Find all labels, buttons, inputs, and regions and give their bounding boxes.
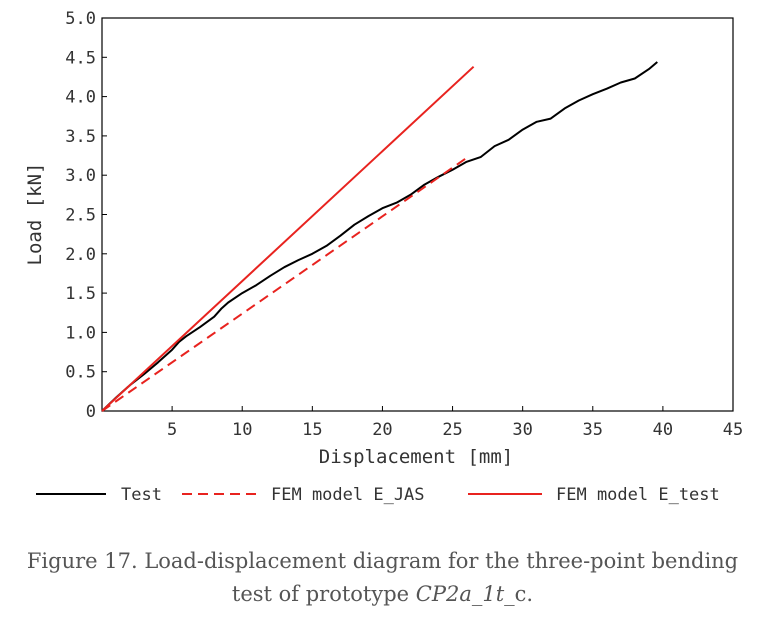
x-tick-label: 10	[232, 420, 252, 440]
caption-line-2: test of prototype CP2a_1t_c.	[0, 578, 765, 611]
y-tick-label: 1.0	[65, 323, 96, 343]
y-tick-label: 0.5	[65, 363, 96, 383]
x-tick-label: 35	[583, 420, 603, 440]
x-tick-label: 40	[653, 420, 673, 440]
x-tick-label: 15	[302, 420, 322, 440]
caption-line-1: Figure 17. Load-displacement diagram for…	[26, 549, 739, 573]
figure-caption: Figure 17. Load-displacement diagram for…	[0, 545, 765, 611]
caption-line-2-prefix: test of prototype	[231, 582, 416, 606]
caption-line-2-suffix: _c.	[504, 582, 534, 606]
y-tick-label: 4.5	[65, 48, 96, 68]
legend: Test FEM model E_JAS FEM model E_test	[36, 485, 720, 505]
y-tick-label: 2.0	[65, 245, 96, 265]
caption-line-2-italic: CP2a_1t	[415, 582, 505, 606]
legend-label-2: FEM model E_JAS	[271, 485, 425, 505]
y-tick-label: 2.5	[65, 206, 96, 226]
legend-label-1: Test	[121, 485, 162, 505]
x-tick-label: 25	[442, 420, 462, 440]
y-axis-label: Load [kN]	[24, 163, 46, 266]
x-axis-label: Displacement [mm]	[319, 446, 513, 468]
x-tick-label: 20	[372, 420, 392, 440]
y-tick-label: 3.0	[65, 166, 96, 186]
load-displacement-chart: 5 10 15 20 25 30 35 40 45 0 0.5 1.0 1.5 2.0 2.5 3.0 3.5 4…	[24, 9, 743, 505]
x-tick-label: 5	[167, 420, 177, 440]
x-tick-label: 45	[723, 420, 743, 440]
series-line-3	[101, 65, 475, 412]
x-tick-label: 30	[512, 420, 532, 440]
y-tick-label: 3.5	[65, 127, 96, 147]
y-tick-label: 5.0	[65, 9, 96, 29]
y-tick-label: 4.0	[65, 88, 96, 108]
series-line-1	[101, 61, 658, 412]
y-tick-label: 1.5	[65, 284, 96, 304]
series-line-2	[101, 157, 468, 412]
y-tick-label: 0	[86, 402, 96, 422]
legend-label-3: FEM model E_test	[556, 485, 720, 505]
